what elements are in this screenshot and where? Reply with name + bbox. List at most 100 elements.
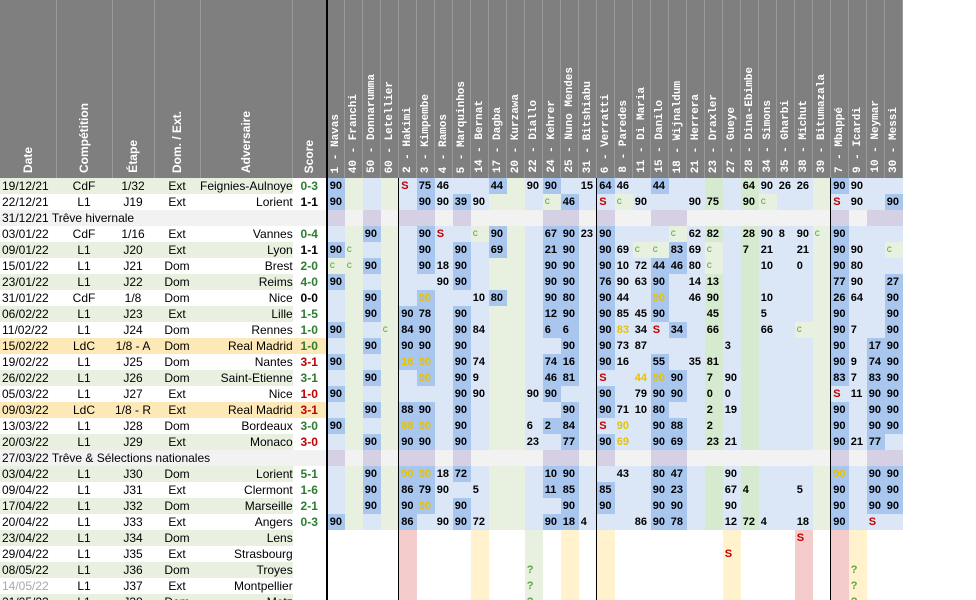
minutes-cell[interactable]: 90	[416, 194, 435, 210]
minutes-cell[interactable]	[686, 498, 705, 514]
minutes-cell[interactable]	[345, 578, 363, 594]
minutes-cell[interactable]	[848, 466, 867, 482]
minutes-cell[interactable]: 90	[470, 194, 489, 210]
minutes-cell[interactable]	[489, 562, 507, 578]
minutes-cell[interactable]: 64	[596, 178, 615, 194]
minutes-cell[interactable]: 90	[740, 194, 759, 210]
minutes-cell[interactable]	[722, 418, 741, 434]
minutes-cell[interactable]: 90	[325, 274, 345, 290]
minutes-cell[interactable]	[633, 594, 651, 600]
match-row[interactable]: 11/02/22 L1 J24 Dom Rennes 1-0 90 c 84 90 90 84 6 6 90…	[0, 322, 903, 338]
minutes-cell[interactable]: 90	[650, 514, 669, 530]
minutes-cell[interactable]	[668, 194, 687, 210]
minutes-cell[interactable]: 84	[470, 322, 489, 338]
header-adversaire[interactable]: Adversaire	[200, 0, 294, 178]
minutes-cell[interactable]	[435, 546, 453, 562]
minutes-cell[interactable]	[470, 546, 489, 562]
minutes-cell[interactable]	[794, 338, 813, 354]
minutes-cell[interactable]: 90	[596, 498, 615, 514]
minutes-cell[interactable]	[363, 546, 381, 562]
match-row[interactable]: 09/03/22 LdC 1/8 - R Ext Real Madrid 3-1 90 88 9…	[0, 402, 903, 418]
minutes-cell[interactable]	[687, 546, 705, 562]
minutes-cell[interactable]	[325, 290, 345, 306]
minutes-cell[interactable]: 90	[830, 402, 849, 418]
minutes-cell[interactable]	[524, 530, 543, 546]
header-player[interactable]: 21 - Herrera	[686, 0, 706, 178]
minutes-cell[interactable]	[578, 354, 597, 370]
minutes-cell[interactable]	[470, 530, 489, 546]
minutes-cell[interactable]: 26	[830, 290, 849, 306]
minutes-cell[interactable]	[506, 322, 525, 338]
minutes-cell[interactable]: 85	[596, 482, 615, 498]
break-row[interactable]: 31/12/21 Trêve hivernale	[0, 210, 903, 226]
minutes-cell[interactable]	[722, 578, 741, 594]
minutes-cell[interactable]: c	[380, 322, 399, 338]
minutes-cell[interactable]	[741, 562, 759, 578]
header-player[interactable]: 35 - Gharbi	[776, 0, 796, 178]
minutes-cell[interactable]	[596, 578, 615, 594]
minutes-cell[interactable]: 64	[740, 178, 759, 194]
minutes-cell[interactable]: 90	[722, 466, 741, 482]
minutes-cell[interactable]: 90	[884, 402, 903, 418]
minutes-cell[interactable]	[362, 418, 381, 434]
minutes-cell[interactable]	[632, 178, 651, 194]
minutes-cell[interactable]	[578, 386, 597, 402]
minutes-cell[interactable]	[740, 370, 759, 386]
minutes-cell[interactable]	[362, 354, 381, 370]
minutes-cell[interactable]	[848, 418, 867, 434]
minutes-cell[interactable]	[794, 194, 813, 210]
minutes-cell[interactable]: 45	[632, 306, 651, 322]
minutes-cell[interactable]: 90	[416, 242, 435, 258]
minutes-cell[interactable]: 90	[434, 274, 453, 290]
minutes-cell[interactable]	[506, 466, 525, 482]
minutes-cell[interactable]	[560, 386, 579, 402]
minutes-cell[interactable]: 90	[758, 178, 777, 194]
minutes-cell[interactable]: 7	[848, 322, 867, 338]
minutes-cell[interactable]: 21	[542, 242, 561, 258]
minutes-cell[interactable]	[759, 594, 777, 600]
minutes-cell[interactable]: 63	[632, 274, 651, 290]
minutes-cell[interactable]	[325, 546, 345, 562]
minutes-cell[interactable]	[776, 418, 795, 434]
minutes-cell[interactable]: c	[704, 242, 723, 258]
minutes-cell[interactable]	[578, 482, 597, 498]
minutes-cell[interactable]: 90	[452, 386, 471, 402]
minutes-cell[interactable]	[344, 338, 363, 354]
minutes-cell[interactable]	[507, 530, 525, 546]
minutes-cell[interactable]	[758, 482, 777, 498]
minutes-cell[interactable]	[759, 562, 777, 578]
minutes-cell[interactable]: 90	[632, 194, 651, 210]
minutes-cell[interactable]	[614, 482, 633, 498]
minutes-cell[interactable]: 69	[614, 434, 633, 450]
minutes-cell[interactable]	[651, 530, 669, 546]
minutes-cell[interactable]: 90	[596, 242, 615, 258]
minutes-cell[interactable]	[722, 306, 741, 322]
minutes-cell[interactable]: 90	[325, 194, 345, 210]
minutes-cell[interactable]	[794, 402, 813, 418]
minutes-cell[interactable]	[633, 530, 651, 546]
minutes-cell[interactable]: 90	[884, 338, 903, 354]
minutes-cell[interactable]: 90	[560, 402, 579, 418]
match-row[interactable]: 20/04/22 L1 J33 Ext Angers 0-3 90 86 90 90 72 90 18 4…	[0, 514, 903, 530]
minutes-cell[interactable]	[344, 402, 363, 418]
minutes-cell[interactable]	[884, 226, 903, 242]
minutes-cell[interactable]	[596, 466, 615, 482]
minutes-cell[interactable]: 6	[524, 418, 543, 434]
minutes-cell[interactable]	[344, 434, 363, 450]
minutes-cell[interactable]: 90	[794, 226, 813, 242]
minutes-cell[interactable]	[470, 338, 489, 354]
minutes-cell[interactable]	[543, 546, 561, 562]
minutes-cell[interactable]	[705, 578, 723, 594]
minutes-cell[interactable]	[380, 514, 399, 530]
minutes-cell[interactable]	[794, 386, 813, 402]
minutes-cell[interactable]: 34	[668, 322, 687, 338]
minutes-cell[interactable]	[866, 306, 885, 322]
minutes-cell[interactable]	[453, 562, 471, 578]
minutes-cell[interactable]	[704, 482, 723, 498]
minutes-cell[interactable]: 90	[452, 514, 471, 530]
minutes-cell[interactable]	[434, 434, 453, 450]
minutes-cell[interactable]	[867, 578, 885, 594]
minutes-cell[interactable]: 69	[488, 242, 507, 258]
minutes-cell[interactable]	[812, 370, 831, 386]
minutes-cell[interactable]	[686, 482, 705, 498]
